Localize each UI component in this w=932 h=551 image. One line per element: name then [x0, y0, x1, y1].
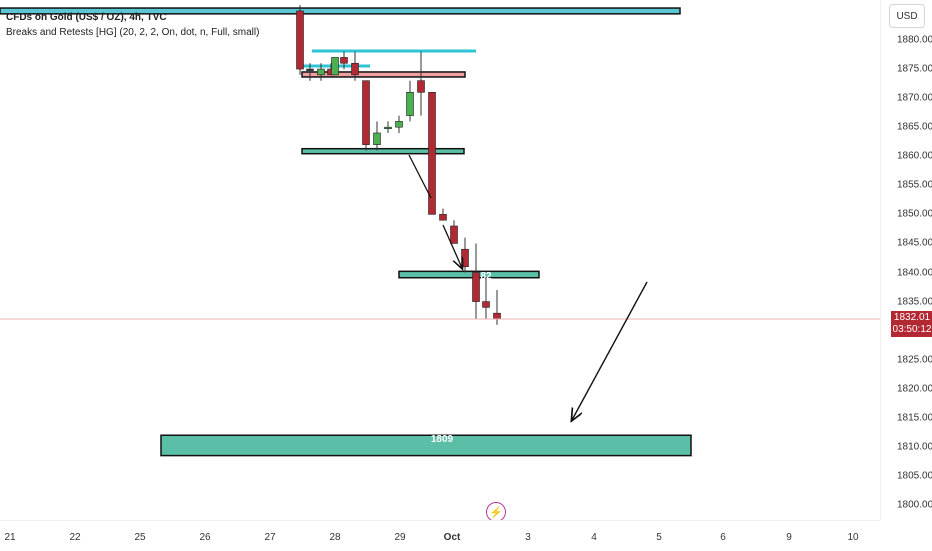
- time-label: 27: [264, 532, 276, 543]
- price-label: 1800.00: [897, 499, 932, 511]
- candle-body: [482, 301, 490, 308]
- time-label: 29: [394, 532, 406, 543]
- candle-body: [317, 68, 325, 76]
- time-axis[interactable]: 21 22 25 26 27 28 29 Oct 3 4 5 6 9 10: [0, 520, 880, 551]
- zone-box: [301, 147, 465, 155]
- time-label: 21: [4, 532, 16, 543]
- zone-box: [398, 270, 540, 279]
- price-label: 1865.00: [897, 121, 932, 133]
- time-label: 10: [847, 532, 859, 543]
- countdown-timer: 03:50:12: [892, 324, 932, 335]
- candle-body: [373, 132, 381, 145]
- price-label: 1870.00: [897, 92, 932, 104]
- price-label: 1840.00: [897, 267, 932, 278]
- candle-body: [362, 80, 370, 145]
- price-label: 1845.00: [897, 237, 932, 249]
- chart-canvas[interactable]: 1809 82: [0, 0, 880, 520]
- candle-body: [461, 248, 469, 267]
- time-label: 28: [329, 532, 341, 543]
- target-arrow: [572, 281, 648, 420]
- candle-body: [351, 62, 359, 76]
- zone-box: [301, 71, 466, 78]
- time-label: 5: [656, 532, 662, 543]
- price-label: 1805.00: [897, 470, 932, 482]
- candle-body: [306, 68, 314, 71]
- price-label: 1815.00: [897, 412, 932, 424]
- candle-body: [384, 126, 392, 129]
- candle-body: [296, 10, 304, 70]
- symbol-title[interactable]: CFDs on Gold (US$ / OZ), 4h, TVC: [6, 12, 167, 23]
- price-label: 1835.00: [897, 296, 932, 308]
- candle-body: [439, 214, 447, 221]
- price-label: 1850.00: [897, 208, 932, 220]
- lightning-bolt-icon[interactable]: ⚡: [486, 502, 506, 522]
- time-label: Oct: [443, 532, 461, 543]
- zone-box: [0, 7, 681, 15]
- drawn-line: [408, 154, 432, 199]
- currency-button[interactable]: USD: [889, 4, 925, 28]
- candle-body: [450, 225, 458, 244]
- time-label: 4: [591, 532, 597, 543]
- price-label: 1880.00: [897, 34, 932, 46]
- chart-area[interactable]: 1809 82 CFDs on Gold (US$ / OZ), 4h, TVC …: [0, 0, 880, 522]
- candle-body: [428, 92, 436, 215]
- price-label: 1875.00: [897, 63, 932, 75]
- candle-body: [472, 272, 480, 302]
- price-label: 1860.00: [897, 150, 932, 162]
- candle-body: [395, 121, 403, 128]
- chart-legend: CFDs on Gold (US$ / OZ), 4h, TVC Breaks …: [6, 10, 259, 40]
- candle-body: [417, 80, 425, 93]
- price-label: 1820.00: [897, 383, 932, 395]
- candle-body: [493, 312, 501, 320]
- drawn-arrow: [442, 224, 462, 268]
- zone-box: [160, 434, 692, 457]
- retest-zone-label: 82: [480, 271, 492, 282]
- time-label: 6: [720, 532, 726, 543]
- price-label: 1810.00: [897, 441, 932, 453]
- indicator-title[interactable]: Breaks and Retests [HG] (20, 2, 2, On, d…: [6, 27, 260, 38]
- time-label: 3: [525, 532, 531, 543]
- time-label: 22: [69, 532, 81, 543]
- current-price-value: 1832.01: [893, 312, 931, 323]
- candle-body: [331, 57, 339, 76]
- target-zone-label: 1809: [431, 434, 454, 445]
- price-axis[interactable]: USD 1880.00 1875.00 1870.00 1865.00 1860.00 1…: [880, 0, 932, 520]
- current-price-tag: 1832.01 03:50:12: [891, 311, 932, 337]
- price-label: 1855.00: [897, 179, 932, 191]
- candle-body: [406, 92, 414, 116]
- time-label: 9: [786, 532, 792, 543]
- time-label: 26: [199, 532, 211, 543]
- price-label: 1825.00: [897, 354, 932, 366]
- time-label: 25: [134, 532, 146, 543]
- candle-body: [340, 57, 348, 64]
